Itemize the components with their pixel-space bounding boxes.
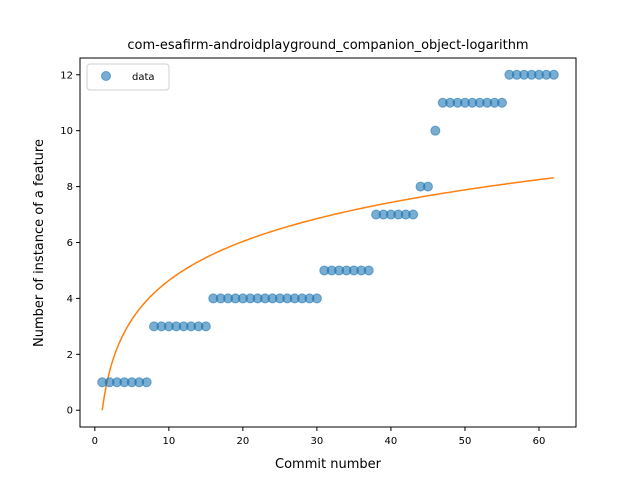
x-tick-label: 50 <box>459 436 472 447</box>
data-point <box>422 181 433 192</box>
y-axis-ticks: 0 2 4 6 8 10 12 <box>60 70 80 417</box>
plot-frame <box>79 57 577 428</box>
fit-curve-layer <box>101 177 554 411</box>
data-point <box>141 377 152 388</box>
legend-box <box>86 63 170 91</box>
x-axis-ticks: 0 10 20 30 40 50 60 <box>92 427 546 447</box>
data-point <box>363 265 374 276</box>
x-tick-label: 60 <box>533 436 546 447</box>
x-tick-label: 20 <box>236 436 249 447</box>
y-axis-label: Number of instance of a feature <box>32 139 47 347</box>
data-point <box>548 69 559 80</box>
y-tick-label: 8 <box>67 182 73 193</box>
data-points-layer <box>97 69 559 388</box>
x-axis-label: Commit number <box>275 457 382 472</box>
plot-area <box>80 58 576 427</box>
x-tick-label: 40 <box>385 436 398 447</box>
x-tick-label: 10 <box>162 436 175 447</box>
legend-label-data: data <box>132 72 155 83</box>
data-point <box>430 125 441 136</box>
y-tick-label: 0 <box>67 406 73 417</box>
y-tick-label: 2 <box>67 350 73 361</box>
x-tick-label: 0 <box>92 436 98 447</box>
y-tick-label: 10 <box>60 126 73 137</box>
y-tick-label: 4 <box>67 294 73 305</box>
data-point <box>408 209 419 220</box>
legend: data <box>86 63 170 91</box>
x-tick-label: 30 <box>311 436 324 447</box>
y-tick-label: 6 <box>67 238 73 249</box>
chart-title: com-esafirm-androidplayground_companion_… <box>127 38 528 53</box>
fit-curve <box>101 177 554 411</box>
data-point <box>200 321 211 332</box>
data-point <box>311 293 322 304</box>
y-tick-label: 12 <box>60 70 73 81</box>
legend-marker <box>101 71 111 81</box>
data-point <box>496 97 507 108</box>
